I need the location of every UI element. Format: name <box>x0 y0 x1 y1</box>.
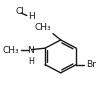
Text: CH₃: CH₃ <box>35 23 51 32</box>
Text: CH₃: CH₃ <box>2 46 19 55</box>
Text: H: H <box>28 12 35 21</box>
Text: Cl: Cl <box>15 7 24 16</box>
Text: Br: Br <box>86 60 96 69</box>
Text: H: H <box>28 57 34 66</box>
Text: N: N <box>27 46 34 55</box>
